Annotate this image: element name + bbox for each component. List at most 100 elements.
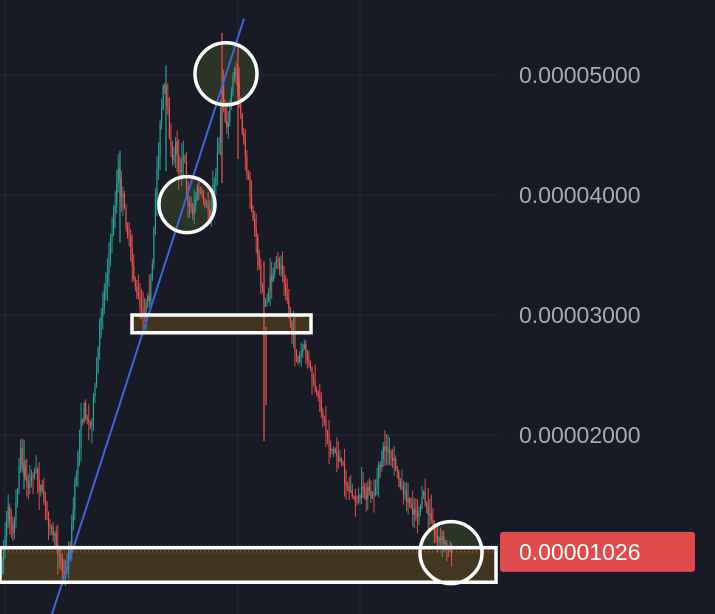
- candle-body: [405, 490, 408, 503]
- candle-body: [373, 493, 375, 495]
- candle-body: [378, 464, 380, 479]
- candle-body: [206, 204, 208, 206]
- candle-body: [249, 178, 251, 197]
- candle-body: [333, 449, 335, 451]
- candle-body: [357, 495, 360, 502]
- candle-body: [198, 187, 200, 192]
- candle-body: [423, 491, 425, 496]
- candle-body: [226, 121, 228, 128]
- candle-body: [51, 527, 53, 529]
- candle-body: [387, 446, 389, 453]
- bottom-zone[interactable]: [0, 545, 498, 584]
- candle-body: [30, 475, 33, 481]
- middle-circle[interactable]: [157, 174, 217, 235]
- candle-body: [334, 449, 336, 453]
- candle-body: [314, 380, 316, 391]
- candle-body: [168, 107, 170, 139]
- candle-body: [300, 352, 302, 357]
- price-axis-label: 0.00003000: [519, 302, 641, 328]
- candle-body: [326, 431, 329, 437]
- candle-body: [421, 495, 423, 508]
- candle-body: [350, 490, 352, 492]
- candle-body: [61, 561, 64, 573]
- candle-body: [286, 292, 288, 301]
- candle-body: [240, 98, 242, 115]
- candle-body: [230, 92, 232, 104]
- candle-body: [241, 114, 243, 134]
- top-circle[interactable]: [193, 41, 259, 107]
- candle-body: [150, 278, 152, 301]
- candle-body: [401, 485, 403, 487]
- candle-body: [100, 316, 102, 322]
- candle-body: [91, 421, 93, 426]
- candle-body: [250, 196, 253, 212]
- mid-zone[interactable]: [130, 313, 313, 335]
- price-axis[interactable]: 0.00005000 0.00004000 0.00003000 0.00002000…: [500, 62, 695, 572]
- candle-body: [108, 255, 110, 274]
- candle-body: [196, 187, 198, 199]
- candle-body: [331, 449, 333, 451]
- trendline[interactable]: [44, 18, 245, 614]
- candle-body: [18, 465, 20, 491]
- candle-body: [277, 259, 279, 261]
- candle-body: [295, 352, 298, 357]
- candle-body: [264, 302, 267, 306]
- candle-body: [376, 478, 378, 486]
- candle-body: [440, 537, 442, 540]
- candle-body: [447, 549, 449, 552]
- candle-body: [184, 156, 186, 163]
- candle-body: [47, 512, 50, 525]
- candle-body: [302, 348, 304, 353]
- candle-body: [255, 229, 257, 237]
- candle-body: [348, 486, 350, 492]
- candle-body: [99, 321, 101, 348]
- candle-body: [10, 523, 12, 525]
- candle-body: [80, 419, 82, 448]
- candle-body: [379, 464, 381, 468]
- candle-body: [274, 263, 276, 274]
- candle-body: [261, 286, 263, 289]
- candle-body: [216, 152, 219, 173]
- candle-body: [218, 142, 220, 153]
- candle-body: [280, 264, 282, 270]
- candle-body: [444, 542, 446, 545]
- candle-body: [353, 496, 355, 498]
- current-price-badge[interactable]: [500, 531, 695, 572]
- candle-body: [123, 193, 126, 209]
- candle-body: [171, 146, 174, 161]
- candle-body: [407, 498, 409, 503]
- candle-body: [125, 208, 127, 227]
- candle-body: [347, 485, 349, 487]
- candle-body: [74, 483, 76, 510]
- candle-body: [368, 487, 370, 492]
- candle-body: [32, 475, 34, 479]
- candle-body: [392, 457, 394, 461]
- candle-body: [164, 86, 166, 88]
- trend-layer: [44, 18, 245, 614]
- candle-body: [201, 192, 203, 194]
- candle-body: [116, 183, 118, 205]
- candle-body: [359, 495, 361, 499]
- candle-body: [367, 487, 369, 499]
- candle-body: [266, 300, 268, 303]
- candle-body: [154, 198, 157, 228]
- candle-body: [75, 473, 77, 484]
- bottom-circle[interactable]: [418, 519, 484, 586]
- candle-body: [410, 504, 412, 509]
- candle-body: [204, 200, 206, 206]
- candle-body: [46, 501, 48, 513]
- candle-body: [233, 68, 236, 78]
- candle-body: [86, 417, 88, 420]
- candle-body: [126, 226, 129, 236]
- candle-body: [393, 458, 395, 461]
- candle-body: [109, 238, 112, 256]
- candle-body: [140, 307, 143, 309]
- candle-body: [114, 204, 116, 213]
- candle-body: [133, 265, 135, 279]
- candle-body: [258, 256, 260, 266]
- candle-body: [113, 212, 115, 235]
- candle-body: [418, 510, 420, 518]
- candle-body: [330, 445, 332, 451]
